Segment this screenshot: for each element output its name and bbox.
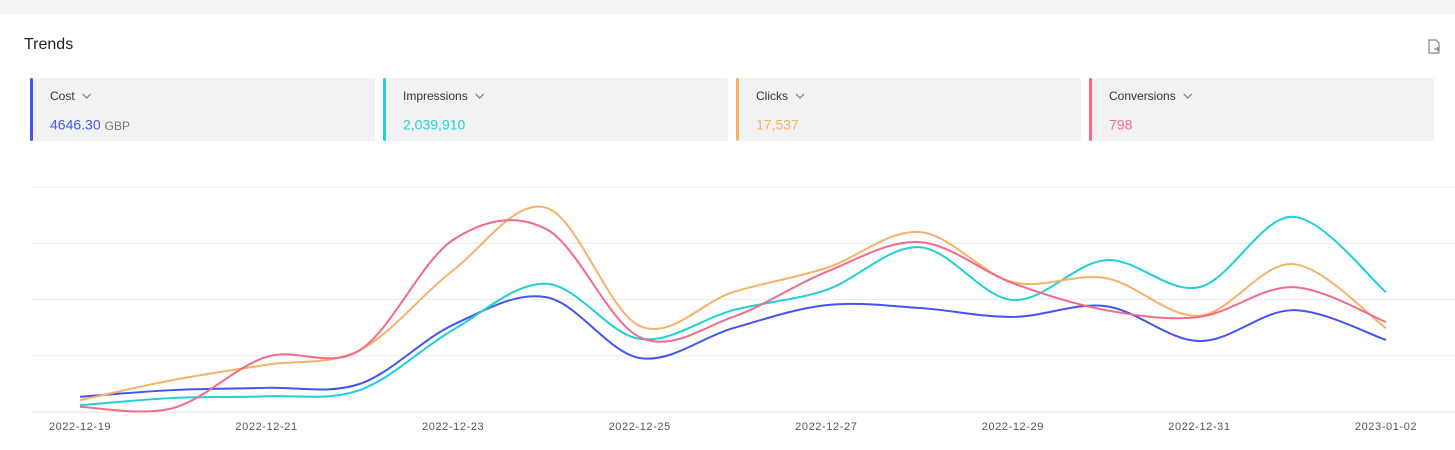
kpi-card-accent[interactable] xyxy=(383,78,386,141)
kpi-card[interactable]: Cost 4646.30 GBP xyxy=(30,78,375,141)
kpi-label[interactable]: Impressions xyxy=(403,89,468,103)
kpi-dropdown-chevron[interactable] xyxy=(1183,93,1193,99)
x-tick-label: 2022-12-19 xyxy=(49,421,111,433)
export-icon-arrow[interactable] xyxy=(1434,46,1440,52)
kpi-dropdown-chevron[interactable] xyxy=(475,93,485,99)
series-line xyxy=(79,295,1387,398)
x-tick-label: 2022-12-23 xyxy=(422,421,484,433)
kpi-label[interactable]: Conversions xyxy=(1109,89,1176,103)
widget-title: Trends xyxy=(24,36,73,53)
kpi-unit: GBP xyxy=(105,119,130,133)
kpi-label[interactable]: Clicks xyxy=(756,89,788,103)
export-icon-page[interactable] xyxy=(1428,39,1440,54)
kpi-card-accent[interactable] xyxy=(1089,78,1092,141)
kpi-value: 2,039,910 xyxy=(403,117,465,133)
kpi-card-accent[interactable] xyxy=(30,78,33,141)
kpi-card-bg[interactable] xyxy=(383,78,728,141)
x-tick-label: 2022-12-27 xyxy=(795,421,857,433)
kpi-card[interactable]: Conversions 798 xyxy=(1089,78,1434,141)
x-tick-label: 2022-12-21 xyxy=(235,421,297,433)
kpi-value: 4646.30 xyxy=(50,117,101,133)
kpi-value: 17,537 xyxy=(756,117,799,133)
kpi-dropdown-chevron[interactable] xyxy=(795,93,805,99)
kpi-value: 798 xyxy=(1109,117,1133,133)
kpi-card[interactable]: Impressions 2,039,910 xyxy=(383,78,728,141)
top-strip xyxy=(0,0,1455,14)
x-tick-label: 2023-01-02 xyxy=(1355,421,1417,433)
kpi-dropdown-chevron[interactable] xyxy=(82,93,92,99)
series-line xyxy=(79,219,1387,413)
x-tick-label: 2022-12-29 xyxy=(982,421,1044,433)
kpi-card-bg[interactable] xyxy=(736,78,1081,141)
kpi-label[interactable]: Cost xyxy=(50,89,75,103)
x-tick-label: 2022-12-25 xyxy=(609,421,671,433)
export-icon[interactable] xyxy=(1428,39,1440,54)
x-tick-label: 2022-12-31 xyxy=(1168,421,1230,433)
series-line xyxy=(79,205,1387,402)
kpi-card-bg[interactable] xyxy=(1089,78,1434,141)
series-line xyxy=(79,215,1387,407)
kpi-card-bg[interactable] xyxy=(30,78,375,141)
kpi-card[interactable]: Clicks 17,537 xyxy=(736,78,1081,141)
kpi-card-accent[interactable] xyxy=(736,78,739,141)
